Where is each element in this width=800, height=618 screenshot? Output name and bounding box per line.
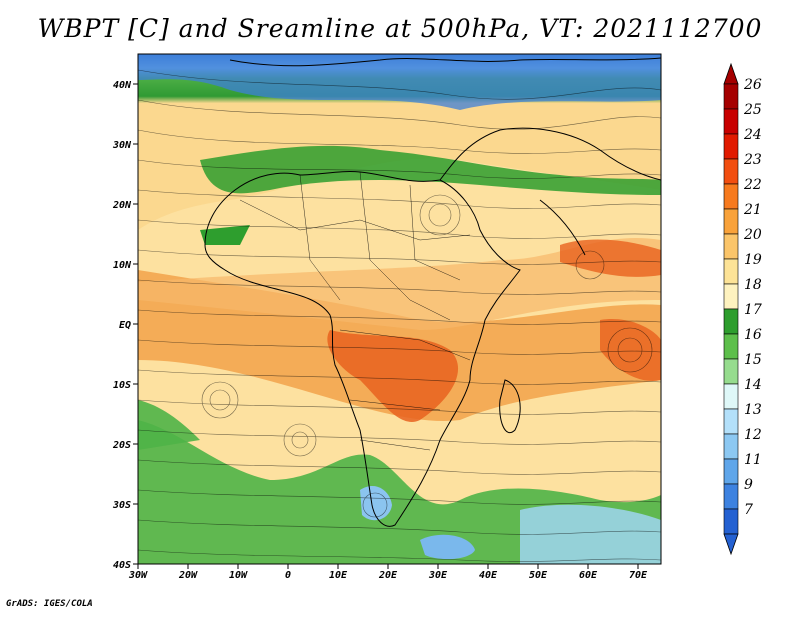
colorbar-label: 11 xyxy=(744,452,762,468)
colorbar-segment xyxy=(723,133,739,160)
colorbar-label: 17 xyxy=(744,302,762,318)
colorbar-label: 24 xyxy=(743,127,762,143)
credit-label: GrADS: IGES/COLA xyxy=(6,599,93,609)
colorbar-label: 9 xyxy=(744,477,753,493)
colorbar-segment xyxy=(723,408,739,435)
colorbar-segment xyxy=(723,308,739,335)
streamlines xyxy=(138,69,661,562)
green-band-north xyxy=(200,145,661,195)
colorbar-segment xyxy=(723,158,739,185)
colorbar-segment xyxy=(723,233,739,260)
colorbar-label: 20 xyxy=(743,227,762,243)
colorbar-label: 15 xyxy=(744,352,762,368)
lon-label-30w: 30W xyxy=(128,570,148,581)
lon-label-70e: 70E xyxy=(629,570,648,581)
lat-label-40s: 40S xyxy=(113,560,131,571)
lat-label-10s: 10S xyxy=(113,380,131,391)
colorbar-label: 13 xyxy=(744,402,762,418)
colorbar-label: 26 xyxy=(743,77,762,93)
cool-patch-southeast xyxy=(520,504,661,564)
green-patch-atlantic xyxy=(138,400,200,450)
lat-label-30n: 30N xyxy=(112,140,132,151)
coastlines xyxy=(204,57,661,527)
colorbar-label: 22 xyxy=(743,177,762,193)
colorbar-label: 7 xyxy=(744,502,753,518)
lat-label-eq: EQ xyxy=(119,320,131,331)
plot-frame xyxy=(137,53,662,565)
lon-label-60e: 60E xyxy=(579,570,598,581)
colorbar-top-arrow xyxy=(723,62,739,85)
map-plot-area xyxy=(138,54,661,564)
lat-label-20n: 20N xyxy=(112,200,132,211)
colorbar-label: 23 xyxy=(743,152,762,168)
warm-belt-north xyxy=(138,237,661,330)
colorbar-label: 16 xyxy=(744,327,762,343)
hot-core xyxy=(327,330,459,422)
lat-label-40n: 40N xyxy=(113,80,132,91)
hot-core-east xyxy=(560,239,661,277)
colorbar-label: 19 xyxy=(744,252,762,268)
colorbar-segment xyxy=(723,108,739,135)
lon-label-50e: 50E xyxy=(529,570,548,581)
colorbar-segment xyxy=(723,458,739,485)
lon-axis: 30W 20W 10W 0 10E 20E 30E 40E 50E 60E 70… xyxy=(128,564,648,581)
lat-axis: 40N 30N 20N 10N EQ 10S 20S 30S 40S xyxy=(112,80,138,571)
cold-vortex-south xyxy=(420,534,475,560)
chart-title: WBPT [C] and Sreamline at 500hPa, VT: 20… xyxy=(37,14,763,43)
colorbar-segment xyxy=(723,358,739,385)
colorbar-bottom-arrow xyxy=(723,533,739,556)
colorbar-segment xyxy=(723,508,739,535)
colorbar-segment xyxy=(723,83,739,110)
colorbar-segment xyxy=(723,283,739,310)
lat-label-30s: 30S xyxy=(112,500,131,511)
colorbar-label: 14 xyxy=(744,377,762,393)
colorbar-label: 25 xyxy=(743,102,762,118)
colorbar-segment xyxy=(723,383,739,410)
colorbar-segment xyxy=(723,333,739,360)
lon-label-20e: 20E xyxy=(378,570,398,581)
country-borders xyxy=(239,171,471,451)
colorbar: 26 25 24 23 22 21 20 19 18 17 16 15 14 13 12 11 9 7 xyxy=(723,62,762,556)
lon-label-30e: 30E xyxy=(428,570,448,581)
colorbar-label: 12 xyxy=(744,427,762,443)
lat-label-20s: 20S xyxy=(112,440,131,451)
lon-label-10w: 10W xyxy=(229,570,248,581)
north-cold-core xyxy=(138,54,661,110)
cold-vortex xyxy=(360,485,392,521)
colorbar-label: 18 xyxy=(744,277,762,293)
colorbar-segment xyxy=(723,483,739,510)
colorbar-segment xyxy=(723,258,739,285)
lon-label-40e: 40E xyxy=(479,570,498,581)
lon-label-0: 0 xyxy=(285,570,291,581)
colorbar-segment xyxy=(723,183,739,210)
colorbar-segment xyxy=(723,433,739,460)
lat-label-10n: 10N xyxy=(113,260,132,271)
lon-label-20w: 20W xyxy=(178,570,198,581)
lon-label-10e: 10E xyxy=(329,570,348,581)
colorbar-segment xyxy=(723,208,739,235)
colorbar-label: 21 xyxy=(743,202,762,218)
green-patch-sahel xyxy=(200,225,250,245)
